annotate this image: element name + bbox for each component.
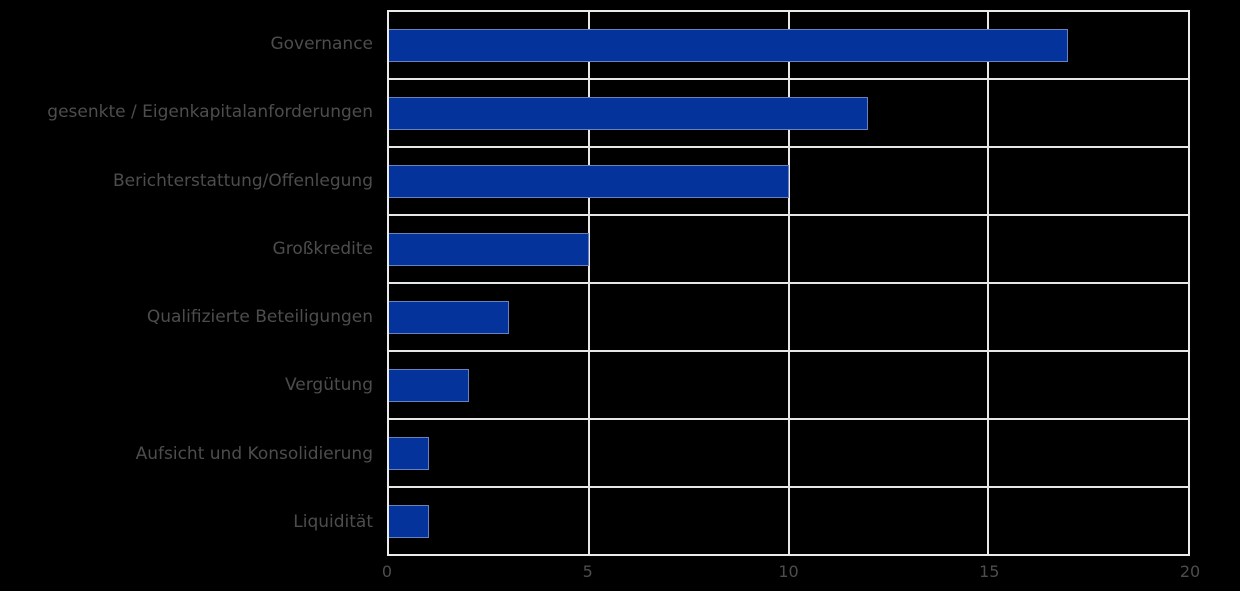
bar-row bbox=[389, 420, 1188, 488]
bar bbox=[389, 436, 429, 470]
bar bbox=[389, 504, 429, 538]
x-tick-label: 10 bbox=[778, 562, 799, 581]
category-label: Qualifizierte Beteiligungen bbox=[146, 307, 373, 328]
category-label: gesenkte / Eigenkapitalanforderungen bbox=[47, 102, 373, 123]
category-label: Liquidität bbox=[293, 511, 373, 532]
bar-row bbox=[389, 148, 1188, 216]
bar bbox=[389, 300, 509, 334]
bar bbox=[389, 28, 1069, 62]
bar-row bbox=[389, 284, 1188, 352]
y-axis-labels: Governance gesenkte / Eigenkapitalanforde… bbox=[0, 10, 373, 556]
bar bbox=[389, 164, 789, 198]
bar-rows bbox=[389, 12, 1188, 554]
x-tick-label: 20 bbox=[1179, 562, 1201, 581]
category-label: Berichterstattung/Offenlegung bbox=[112, 170, 373, 191]
bar bbox=[389, 96, 869, 130]
category-label: Großkredite bbox=[272, 238, 373, 259]
category-label: Aufsicht und Konsolidierung bbox=[135, 443, 373, 464]
x-tick-label: 5 bbox=[582, 562, 593, 581]
bar-row bbox=[389, 80, 1188, 148]
bar bbox=[389, 368, 469, 402]
bar-row bbox=[389, 216, 1188, 284]
x-tick-label: 0 bbox=[381, 562, 393, 581]
bar-row bbox=[389, 488, 1188, 554]
plot-area bbox=[387, 10, 1190, 556]
bar-row bbox=[389, 352, 1188, 420]
category-label: Vergütung bbox=[284, 375, 373, 396]
bar-row bbox=[389, 12, 1188, 80]
x-axis: 0 5 10 15 20 bbox=[382, 559, 1200, 585]
x-tick-label: 15 bbox=[979, 562, 1000, 581]
bar bbox=[389, 232, 589, 266]
category-label: Governance bbox=[270, 34, 373, 55]
